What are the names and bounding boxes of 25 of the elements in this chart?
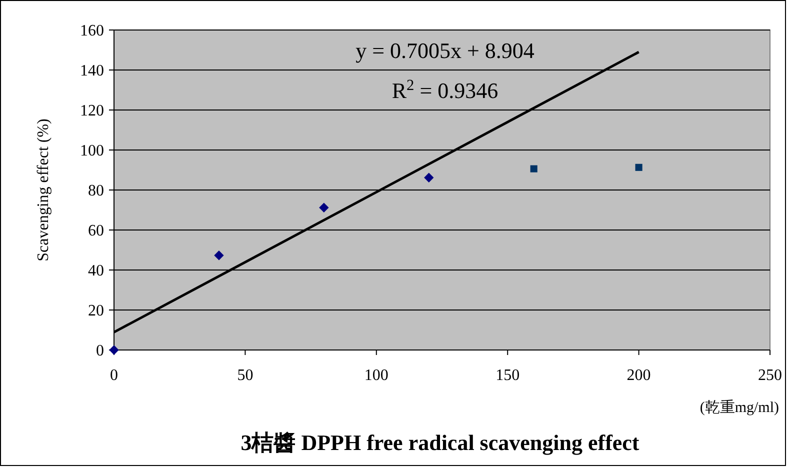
y-tick-label: 20 [88,302,104,320]
point [530,165,538,172]
x-tick-label: 50 [237,367,254,384]
y-tick-label: 100 [80,142,104,160]
point [214,250,224,260]
y-tick-label: 0 [96,342,104,360]
x-tick-label: 150 [496,367,520,384]
y-tick-label: 80 [88,182,104,200]
x-axis-title: (乾重mg/ml) [700,399,779,416]
y-tick-label: 140 [80,62,104,80]
annotation: R$^{2}$ = 0.9346 [392,76,498,103]
point [635,164,642,171]
y-tick-label: 40 [88,262,104,280]
y-tick-label: 160 [80,22,104,40]
text: 3桔醬 DPPH free radical scavenging effect [240,430,640,455]
x-tick-label: 200 [626,367,651,384]
annotation: y = 0.7005x + 8.904 [356,38,534,63]
y-axis-title: Scavenging effect (%) [35,118,52,262]
x-tick-label: 250 [758,367,782,384]
x-tick-label: 0 [110,367,118,384]
point [424,172,434,182]
point [319,202,329,212]
y-tick-label: 60 [88,222,104,240]
x-tick-label: 100 [364,367,388,384]
y-tick-label: 120 [80,102,104,120]
